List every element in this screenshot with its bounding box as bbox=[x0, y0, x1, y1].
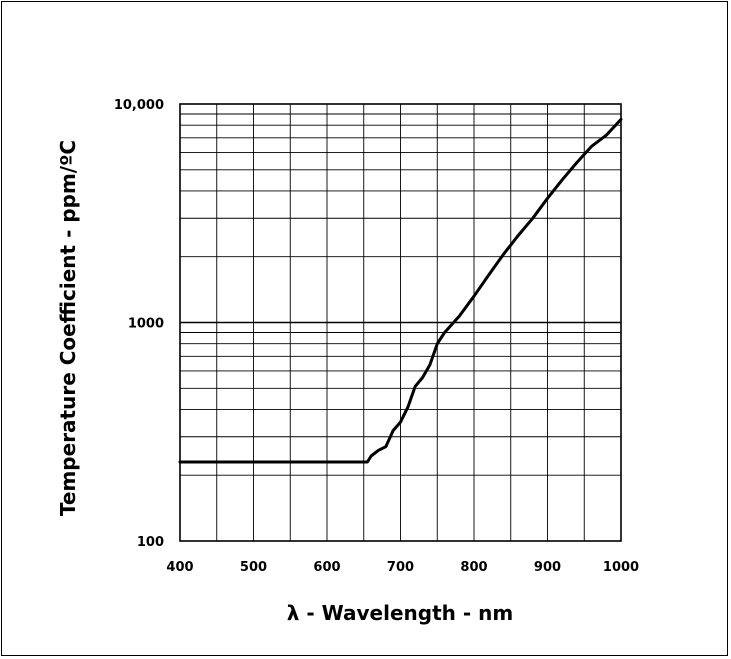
x-tick-label: 800 bbox=[460, 560, 487, 575]
series-line bbox=[178, 117, 623, 464]
grid bbox=[180, 104, 621, 541]
x-tick-label: 500 bbox=[240, 560, 267, 575]
y-axis-label: Temperature Coefficient - ppm/ºC bbox=[56, 140, 80, 516]
x-tick-label: 900 bbox=[534, 560, 561, 575]
y-tick-label: 100 bbox=[137, 535, 164, 550]
x-tick-label: 400 bbox=[166, 560, 193, 575]
plot-border bbox=[179, 103, 622, 542]
y-tick-label: 10,000 bbox=[114, 98, 164, 113]
x-axis-label: λ - Wavelength - nm bbox=[287, 601, 513, 625]
x-tick-label: 600 bbox=[313, 560, 340, 575]
y-tick-labels: 100 1000 10,000 bbox=[114, 98, 164, 550]
x-tick-label: 1000 bbox=[603, 560, 639, 575]
x-tick-label: 700 bbox=[387, 560, 414, 575]
y-tick-label: 1000 bbox=[128, 317, 164, 332]
x-tick-labels: 400 500 600 700 800 900 1000 bbox=[166, 560, 639, 575]
